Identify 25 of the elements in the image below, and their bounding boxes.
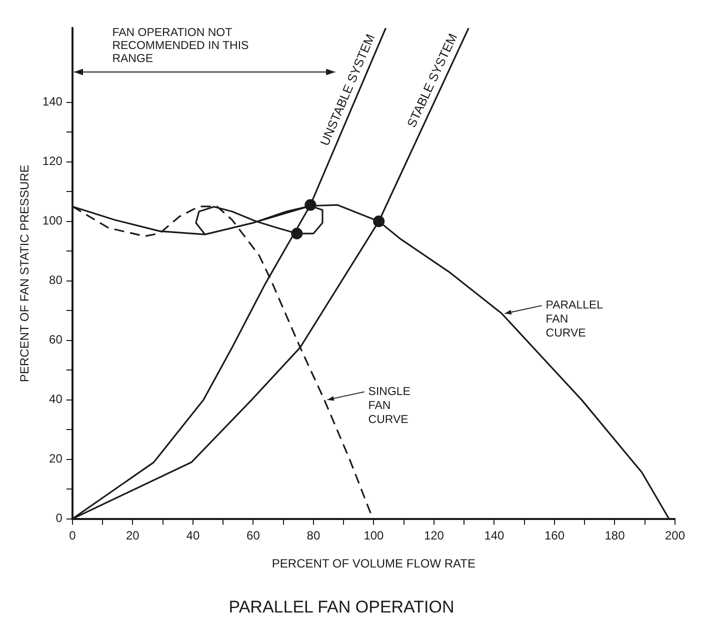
x-axis-title: PERCENT OF VOLUME FLOW RATE bbox=[272, 556, 476, 571]
x-tick-label: 160 bbox=[544, 528, 565, 542]
y-tick-label: 0 bbox=[56, 511, 63, 526]
x-tick-label: 20 bbox=[126, 528, 140, 542]
x-tick-label: 140 bbox=[484, 528, 505, 542]
x-tick-label: 60 bbox=[246, 528, 260, 542]
x-tick-label: 0 bbox=[69, 528, 76, 542]
x-tick-label: 100 bbox=[364, 528, 384, 542]
x-tick-label: 180 bbox=[604, 528, 626, 542]
y-tick-label: 140 bbox=[42, 94, 63, 109]
x-tick-label: 40 bbox=[186, 528, 200, 542]
y-tick-label: 80 bbox=[49, 273, 63, 288]
y-tick-label: 60 bbox=[49, 332, 63, 347]
y-axis-title: PERCENT OF FAN STATIC PRESSURE bbox=[18, 164, 32, 382]
x-tick-label: 80 bbox=[306, 528, 320, 542]
y-tick-label: 100 bbox=[42, 214, 63, 228]
annotation: FAN OPERATION NOT RECOMMENDED IN THIS RANGE bbox=[112, 27, 250, 65]
text: PARALLEL FAN OPERATION bbox=[228, 597, 454, 616]
y-tick-label: 120 bbox=[42, 154, 63, 168]
annotation: SINGLE FAN CURVE bbox=[368, 386, 411, 426]
annotation: PARALLEL FAN CURVE bbox=[546, 300, 604, 340]
y-tick-label: 20 bbox=[49, 452, 63, 466]
x-tick-label: 120 bbox=[424, 528, 444, 542]
x-tick-label: 200 bbox=[664, 528, 686, 542]
y-tick-label: 40 bbox=[49, 392, 63, 406]
